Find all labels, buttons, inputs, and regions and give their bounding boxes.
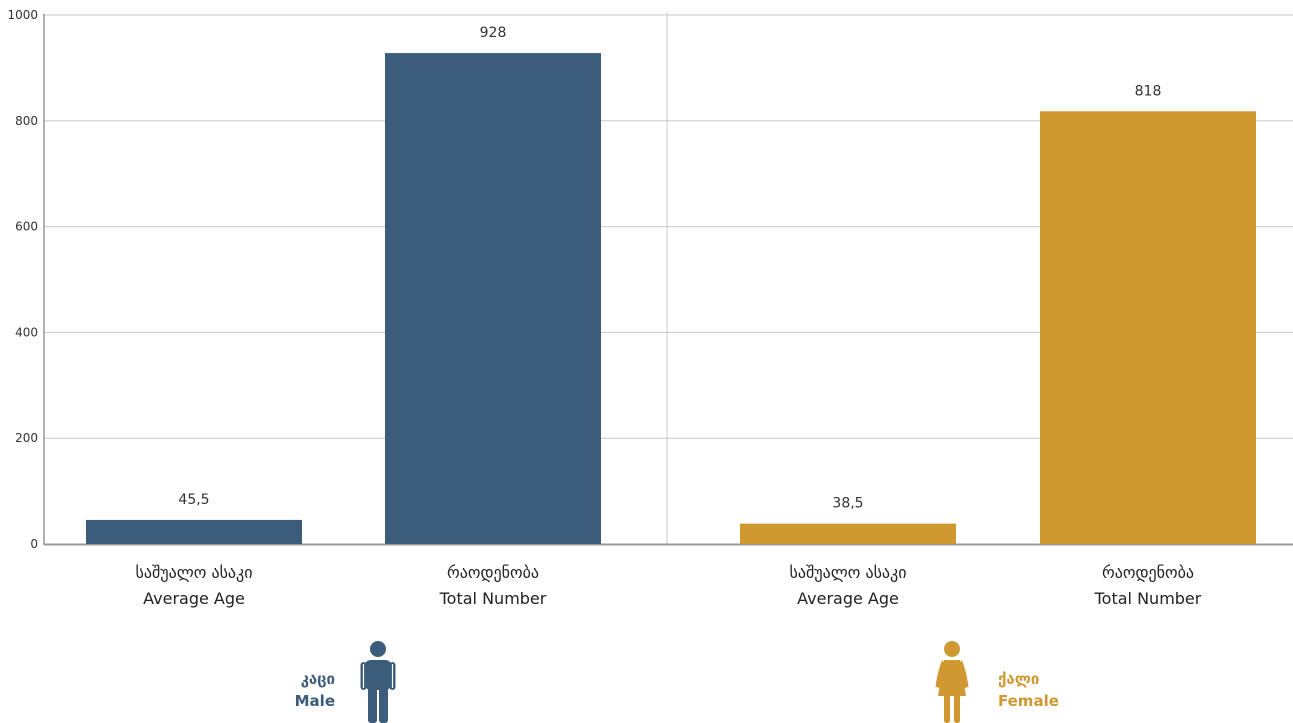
female-person-icon — [935, 641, 969, 723]
bar-male-1 — [385, 53, 601, 544]
y-tick-label: 0 — [30, 537, 38, 551]
category-label-en: Average Age — [143, 589, 245, 608]
legend-male-ka: კაცი — [300, 670, 335, 688]
bar-male-0 — [86, 519, 302, 544]
category-label-male-avg-age: საშუალო ასაკი Average Age — [74, 560, 314, 612]
y-tick-label: 200 — [15, 431, 38, 445]
bar-value-label: 45,5 — [178, 492, 209, 508]
y-tick-label: 1000 — [7, 8, 38, 22]
category-label-ka: რაოდენობა — [1102, 563, 1194, 582]
bar-value-label: 818 — [1135, 83, 1162, 99]
y-tick-label: 600 — [15, 220, 38, 234]
y-tick-label: 400 — [15, 325, 38, 339]
category-label-en: Total Number — [439, 589, 547, 608]
bar-female-1 — [1040, 111, 1256, 544]
category-label-ka: საშუალო ასაკი — [135, 563, 253, 582]
male-person-icon — [360, 641, 396, 723]
bar-value-label: 38,5 — [832, 496, 863, 512]
legend-male-en: Male — [294, 692, 335, 710]
category-label-en: Average Age — [797, 589, 899, 608]
bar-female-0 — [740, 523, 956, 544]
y-axis-ticks: 0 200 400 600 800 1000 — [7, 8, 38, 551]
category-label-ka: საშუალო ასაკი — [789, 563, 907, 582]
category-label-female-total: რაოდენობა Total Number — [1028, 560, 1268, 612]
legend-female: ქალი Female — [998, 668, 1088, 712]
category-label-male-total: რაოდენობა Total Number — [373, 560, 613, 612]
legend-male: კაცი Male — [255, 668, 335, 712]
category-label-en: Total Number — [1094, 589, 1202, 608]
bars: 45,5 928 38,5 818 — [86, 25, 1256, 544]
y-tick-label: 800 — [15, 114, 38, 128]
category-label-ka: რაოდენობა — [447, 563, 539, 582]
legend-female-ka: ქალი — [998, 670, 1040, 688]
bar-value-label: 928 — [480, 25, 507, 41]
category-label-female-avg-age: საშუალო ასაკი Average Age — [728, 560, 968, 612]
legend-female-en: Female — [998, 692, 1059, 710]
